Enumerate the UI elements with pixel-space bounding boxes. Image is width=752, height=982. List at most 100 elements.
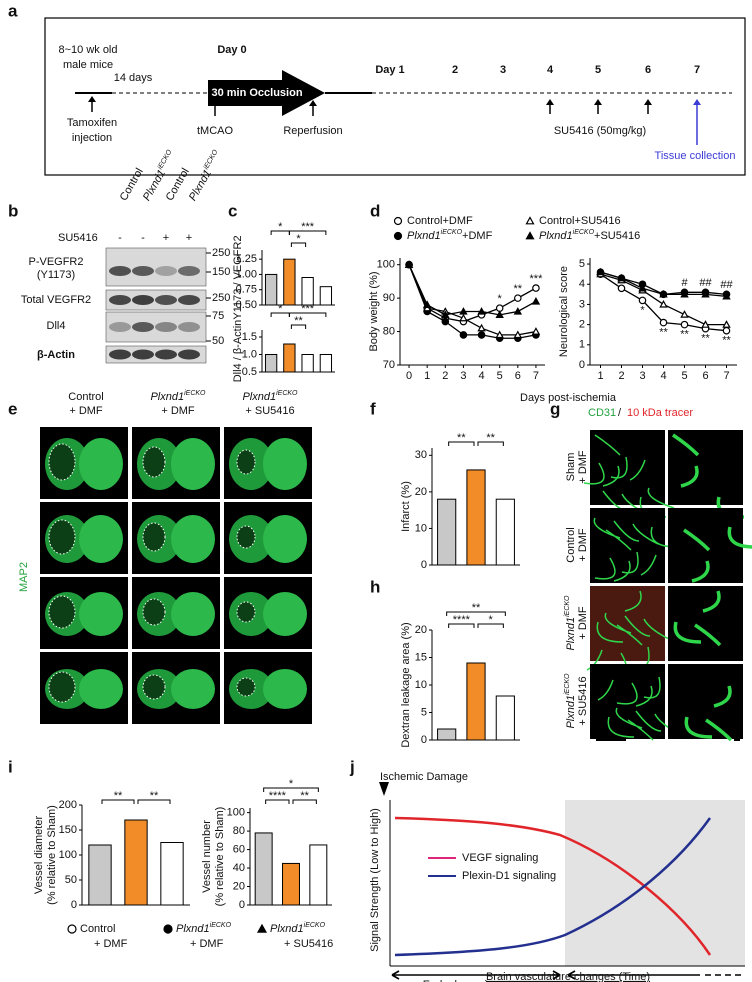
y-tick-label: 0.50: [236, 299, 257, 311]
significance-label: ***: [301, 303, 315, 315]
micrograph: [668, 664, 743, 739]
blot-band: [155, 266, 177, 276]
point: [422, 300, 432, 308]
y-tick-label: 100: [59, 849, 77, 861]
y-tick-label: 3: [579, 298, 585, 310]
legend-label: Plxnd1iECKO: [270, 922, 326, 935]
significance-label: *: [498, 293, 503, 305]
significance-label: **: [659, 327, 668, 339]
timeline-day: Day 1: [375, 64, 404, 76]
bar: [319, 286, 333, 306]
y-tick-label: 200: [59, 799, 77, 811]
x-tick-label: 7: [533, 370, 539, 382]
row-label: + DMF: [577, 450, 589, 484]
micrograph: [668, 430, 743, 505]
timeline-day: Day 0: [217, 44, 246, 56]
blot-sign: -: [118, 232, 122, 244]
y-tick-label: 1.00: [236, 268, 257, 280]
blot-band: [178, 322, 200, 332]
y-tick-label: 0.75: [236, 284, 257, 296]
significance-label: *: [289, 778, 294, 790]
brain-hemisphere: [263, 592, 307, 636]
bar: [309, 844, 328, 906]
bar: [283, 343, 296, 373]
legend-label: Plxnd1iECKO: [176, 922, 232, 935]
plexin-curve: [394, 817, 712, 957]
point: [459, 331, 468, 339]
significance-label: **: [486, 432, 495, 444]
row-label: + SU5416: [577, 676, 589, 725]
curve-label: Plexin-D1 signaling: [462, 870, 556, 882]
blot-marker: 250: [212, 247, 230, 259]
legend-label: + SU5416: [284, 938, 333, 950]
blot-band: [178, 266, 200, 276]
blot-row: β-Actin: [37, 349, 75, 361]
brain-hemisphere: [171, 515, 215, 563]
blot-marker: 50: [212, 335, 224, 347]
significance-label: ***: [301, 221, 315, 233]
timeline-day: 2: [452, 64, 458, 76]
y-tick-label: 4: [579, 278, 585, 290]
x-tick-label: 1: [424, 370, 430, 382]
infarct-outline: [142, 522, 166, 552]
blot-band: [178, 295, 200, 305]
treatment-arrow-head: [594, 99, 602, 105]
column-header: Plxnd1iECKO: [150, 390, 206, 403]
stage-arrows: [391, 970, 700, 980]
treatment-arrow-head: [546, 99, 554, 105]
treatment-arrow-head: [644, 99, 652, 105]
point: [722, 326, 731, 335]
legend-marker: [256, 923, 268, 933]
point: [459, 307, 468, 315]
stain-separator: /: [618, 407, 622, 419]
event-arrow-head: [309, 100, 317, 106]
micrograph: [590, 508, 665, 583]
timeline-day: 5: [595, 64, 601, 76]
y-tick-label: 0: [421, 559, 427, 571]
y-tick-label: 0: [71, 899, 77, 911]
significance-label: ****: [453, 614, 471, 626]
panel-label: j: [349, 757, 355, 776]
timeline-text: Tamoxifen: [67, 117, 117, 129]
point: [514, 294, 522, 302]
y-axis-label: Y1173 / VEGFR2: [232, 235, 244, 319]
bar: [319, 354, 333, 373]
point: [638, 283, 647, 292]
blot-band: [109, 295, 131, 305]
brain-hemisphere: [263, 669, 307, 709]
point: [531, 327, 541, 335]
x-tick-label: 3: [460, 370, 466, 382]
blot-row: P-VEGFR2: [28, 256, 83, 268]
y-tick-label: 100: [377, 259, 395, 271]
timeline-text: Reperfusion: [283, 125, 342, 137]
bar: [254, 832, 273, 906]
point: [722, 320, 731, 328]
stage-label: Recovering stage: [579, 979, 665, 982]
legend-marker: [163, 924, 173, 934]
blot-marker: 75: [212, 310, 224, 322]
y-tick-label: 90: [383, 292, 395, 304]
infarct-outline: [236, 677, 256, 697]
point: [659, 289, 668, 298]
point: [495, 330, 504, 339]
brain-hemisphere: [171, 438, 215, 490]
y-tick-label: 0: [239, 899, 245, 911]
blot-band: [132, 349, 154, 360]
blot-sign: +: [186, 232, 192, 244]
x-tick-label: 2: [442, 370, 448, 382]
y-tick-label: 0: [421, 734, 427, 746]
panel-label: b: [8, 201, 18, 220]
brain-hemisphere: [263, 515, 307, 563]
significance-bracket: [290, 242, 307, 247]
significance-label: ***: [530, 273, 544, 285]
stain-label: 10 kDa tracer: [627, 407, 693, 419]
point: [638, 296, 647, 305]
legend-marker: [393, 231, 403, 241]
column-header: + SU5416: [245, 405, 294, 417]
infarct-outline: [236, 601, 256, 623]
point: [701, 320, 710, 328]
blot-sign: +: [163, 232, 169, 244]
blot-marker: 150: [212, 266, 230, 278]
y-tick-label: 1.25: [236, 253, 257, 265]
micrograph: [590, 586, 665, 661]
